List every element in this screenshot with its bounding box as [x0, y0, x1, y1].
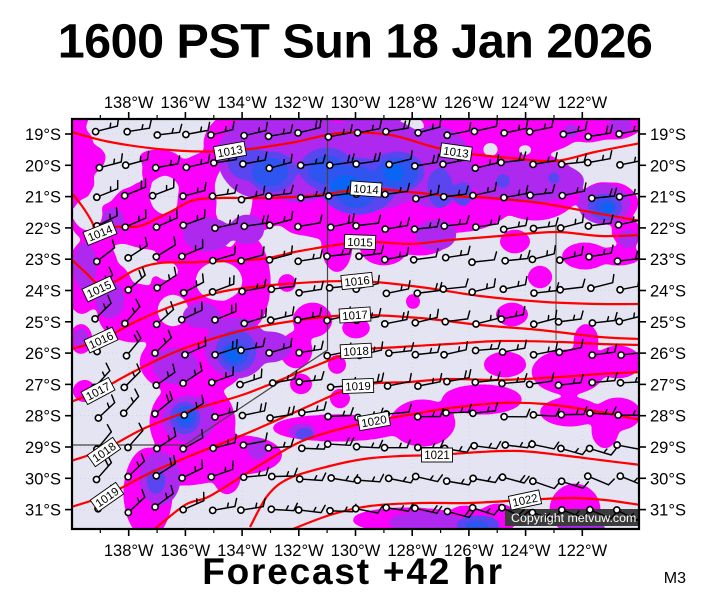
svg-text:128°W: 128°W: [387, 94, 437, 112]
svg-text:28°S: 28°S: [25, 408, 61, 426]
svg-text:1016: 1016: [344, 275, 371, 290]
svg-text:1013: 1013: [217, 144, 244, 160]
svg-text:126°W: 126°W: [444, 94, 494, 112]
svg-text:130°W: 130°W: [331, 94, 381, 112]
svg-text:1020: 1020: [361, 414, 388, 430]
svg-text:30°S: 30°S: [650, 470, 686, 488]
svg-text:1019: 1019: [345, 381, 371, 394]
svg-text:130°W: 130°W: [331, 542, 381, 560]
svg-text:134°W: 134°W: [217, 542, 267, 560]
svg-text:1021: 1021: [424, 450, 450, 462]
svg-text:21°S: 21°S: [650, 189, 686, 207]
svg-text:29°S: 29°S: [25, 439, 61, 457]
svg-text:1018: 1018: [343, 346, 369, 359]
svg-text:27°S: 27°S: [25, 376, 61, 394]
svg-text:132°W: 132°W: [274, 94, 324, 112]
svg-text:21°S: 21°S: [25, 189, 61, 207]
svg-text:1015: 1015: [347, 237, 373, 250]
svg-text:19°S: 19°S: [25, 126, 61, 144]
svg-text:138°W: 138°W: [104, 94, 154, 112]
svg-text:M3: M3: [664, 570, 686, 587]
svg-text:30°S: 30°S: [25, 470, 61, 488]
svg-text:24°S: 24°S: [25, 283, 61, 301]
svg-text:25°S: 25°S: [650, 314, 686, 332]
svg-text:22°S: 22°S: [650, 220, 686, 238]
svg-text:29°S: 29°S: [650, 439, 686, 457]
svg-text:31°S: 31°S: [650, 502, 686, 520]
svg-text:25°S: 25°S: [25, 314, 61, 332]
svg-text:128°W: 128°W: [387, 542, 437, 560]
svg-text:19°S: 19°S: [650, 126, 686, 144]
svg-text:124°W: 124°W: [501, 94, 551, 112]
svg-text:28°S: 28°S: [650, 408, 686, 426]
svg-text:24°S: 24°S: [650, 283, 686, 301]
svg-text:Copyright metvuw.com: Copyright metvuw.com: [511, 511, 636, 525]
svg-text:20°S: 20°S: [25, 157, 61, 175]
svg-text:1014: 1014: [353, 183, 380, 197]
svg-text:23°S: 23°S: [650, 251, 686, 269]
svg-text:1600 PST Sun 18 Jan 2026: 1600 PST Sun 18 Jan 2026: [58, 15, 653, 69]
svg-text:126°W: 126°W: [444, 542, 494, 560]
svg-text:23°S: 23°S: [25, 251, 61, 269]
svg-text:1022: 1022: [511, 493, 539, 510]
svg-text:22°S: 22°S: [25, 220, 61, 238]
svg-text:122°W: 122°W: [557, 94, 607, 112]
svg-text:31°S: 31°S: [25, 502, 61, 520]
svg-text:132°W: 132°W: [274, 542, 324, 560]
svg-text:138°W: 138°W: [104, 542, 154, 560]
svg-text:20°S: 20°S: [650, 157, 686, 175]
svg-text:27°S: 27°S: [650, 376, 686, 394]
svg-text:124°W: 124°W: [501, 542, 551, 560]
svg-text:1013: 1013: [442, 145, 469, 160]
svg-text:136°W: 136°W: [161, 94, 211, 112]
svg-text:136°W: 136°W: [161, 542, 211, 560]
svg-text:1017: 1017: [342, 309, 368, 323]
svg-text:26°S: 26°S: [25, 345, 61, 363]
svg-text:134°W: 134°W: [217, 94, 267, 112]
svg-text:Forecast +42 hr: Forecast +42 hr: [202, 551, 504, 592]
svg-text:122°W: 122°W: [557, 542, 607, 560]
svg-text:26°S: 26°S: [650, 345, 686, 363]
